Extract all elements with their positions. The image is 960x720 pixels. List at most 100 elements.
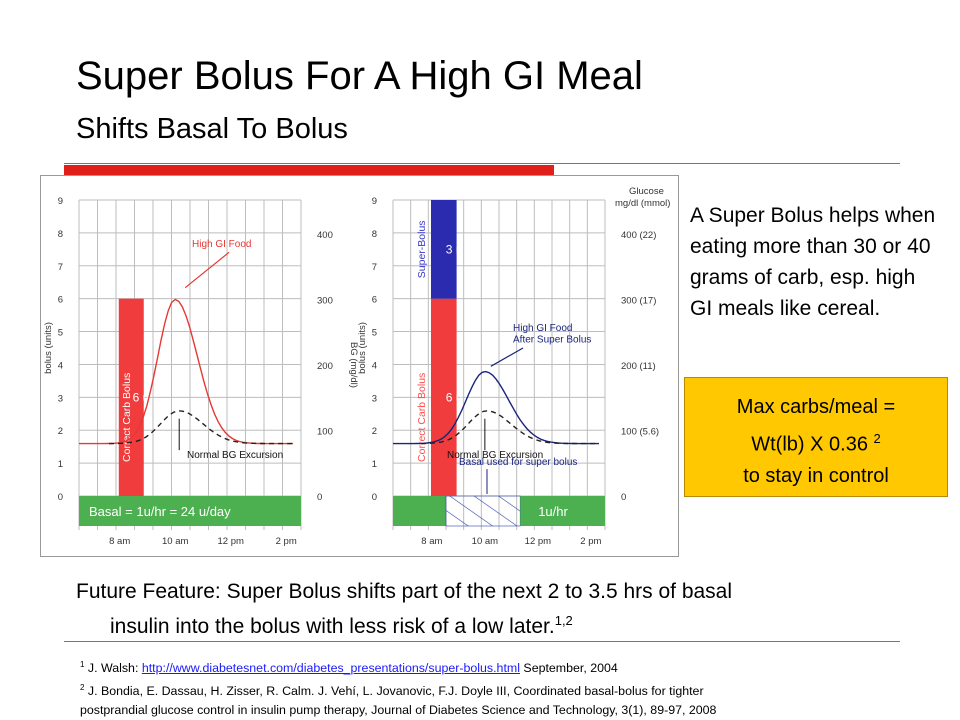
y2-tick-label: 200 [317,361,333,372]
future-feature-text: Future Feature: Super Bolus shifts part … [76,577,936,641]
reference-2-number: 2 [80,683,85,693]
slide-subtitle: Shifts Basal To Bolus [76,113,348,145]
reference-2-cont: postprandial glucose control in insulin … [80,703,717,718]
y-tick-label: 2 [372,426,377,437]
reference-1-link[interactable]: http://www.diabetesnet.com/diabetes_pres… [141,661,520,676]
y2-axis-label: BG (mg/dl) [348,342,359,388]
future-line-2: insulin into the bolus with less risk of… [76,606,936,641]
future-footnote-ref: 1,2 [554,613,573,628]
y-tick-label: 3 [58,393,63,404]
high-gi-label: High GI Food [513,323,572,334]
y-tick-label: 1 [372,459,377,470]
after-super-bolus-label: After Super Bolus [513,335,591,346]
y2-tick-label: 300 [317,296,333,307]
y2-tick-label: 100 [317,427,333,438]
chart-without-super-bolus: 0 1 2 3 4 5 6 7 8 9 8 am 10 am 12 pm 2 pm bolus (units… [43,196,359,547]
super-bolus-bar [430,200,457,299]
x-tick-label: 10 am [162,536,188,547]
callout-line-1: Max carbs/meal = [736,396,896,418]
normal-bg-curve [109,410,293,445]
y-tick-label: 3 [372,393,377,404]
basal-used-hatched [445,495,521,527]
y-tick-label: 2 [58,426,63,437]
y-tick-label: 5 [58,328,63,339]
reference-2-line-1: J. Bondia, E. Dassau, H. Zisser, R. Calm… [87,684,704,699]
reference-1-date: September, 2004 [519,661,618,676]
basal-bar-before [393,496,446,526]
x-tick-label: 2 pm [276,536,297,547]
x-tick-label: 12 pm [525,536,551,547]
y-tick-label: 1 [58,459,63,470]
x-tick-label: 2 pm [580,536,601,547]
callout-line-3: to stay in control [743,464,889,487]
slide-title: Super Bolus For A High GI Meal [76,54,643,98]
y-tick-label: 9 [372,196,377,207]
carb-bolus-label: Correct Carb Bolus [416,373,428,462]
callout-footnote-ref: 2 [873,431,881,446]
normal-bg-label: Normal BG Excursion [447,450,543,461]
y-axis-label: bolus (units) [357,322,368,374]
references-divider [64,641,900,642]
y-tick-label: 4 [58,360,63,371]
y-tick-label: 0 [372,492,377,503]
reference-2: 2 J. Bondia, E. Dassau, H. Zisser, R. Ca… [80,678,940,701]
y-tick-label: 4 [372,360,377,371]
high-gi-curve [79,298,293,445]
y-tick-label: 9 [58,196,63,207]
basal-bar [79,496,301,526]
super-bolus-label: Super-Bolus [416,220,428,278]
chart-with-super-bolus: 0 1 2 3 4 5 6 7 8 9 8 am 10 am 12 pm 2 pm bolus (units… [357,186,670,547]
y-tick-label: 0 [58,492,63,503]
y-tick-label: 6 [58,295,63,306]
y-axis-label: bolus (units) [43,322,54,374]
basal-used-label: Basal used for super bolus [459,457,577,468]
y2-axis-label-line-1: Glucose [629,186,664,197]
y2-tick-label: 200 (11) [621,361,656,372]
y-tick-label: 8 [372,229,377,240]
super-bolus-units: 3 u [446,242,463,256]
carb-bolus-bar [118,298,144,496]
y-tick-label: 8 [58,229,63,240]
y2-tick-label: 400 (22) [621,230,656,241]
y-tick-label: 7 [58,262,63,273]
x-tick-label: 8 am [421,536,442,547]
carb-bolus-bar [430,298,457,496]
y2-tick-label: 300 (17) [621,296,656,307]
y2-tick-label: 100 (5.6) [621,427,659,438]
after-super-bolus-pointer [490,347,524,367]
reference-1-author: J. Walsh: [87,661,142,676]
basal-label: Basal = 1u/hr = 24 u/day [89,504,231,519]
y2-tick-label: 0 [621,492,626,503]
normal-bg-curve [421,410,599,445]
references: 1 J. Walsh: http://www.diabetesnet.com/d… [80,655,940,720]
y-tick-label: 5 [372,328,377,339]
reference-1-number: 1 [80,660,85,669]
callout-formula: Wt(lb) X 0.36 [751,433,868,456]
basal-label: 1u/hr [538,504,568,519]
x-tick-label: 12 pm [217,536,243,547]
x-tick-label: 10 am [472,536,498,547]
max-carbs-callout: Max carbs/meal = Wt(lb) X 0.36 2 to stay… [684,377,948,497]
future-line-1: Future Feature: Super Bolus shifts part … [76,580,733,603]
y2-tick-label: 400 [317,230,333,241]
callout-line-2: Wt(lb) X 0.36 2 [685,423,947,461]
carb-bolus-units: 6 u [133,390,150,404]
carb-bolus-label: Correct Carb Bolus [121,373,133,462]
y2-axis-label-line-2: mg/dl (mmol) [615,198,670,209]
future-line-2-text: insulin into the bolus with less risk of… [110,615,555,638]
y2-tick-label: 0 [317,492,322,503]
carb-bolus-units: 6 u [446,390,463,404]
high-gi-label: High GI Food [192,239,251,250]
x-tick-label: 8 am [109,536,130,547]
y-tick-label: 6 [372,295,377,306]
title-divider-thin [64,163,900,164]
high-gi-pointer [184,251,230,289]
reference-1: 1 J. Walsh: http://www.diabetesnet.com/d… [80,655,940,678]
y-tick-label: 7 [372,262,377,273]
basal-bar-after [520,496,605,526]
super-bolus-description: A Super Bolus helps when eating more tha… [690,204,936,320]
title-divider-red [64,165,554,175]
normal-bg-label: Normal BG Excursion [187,450,283,461]
